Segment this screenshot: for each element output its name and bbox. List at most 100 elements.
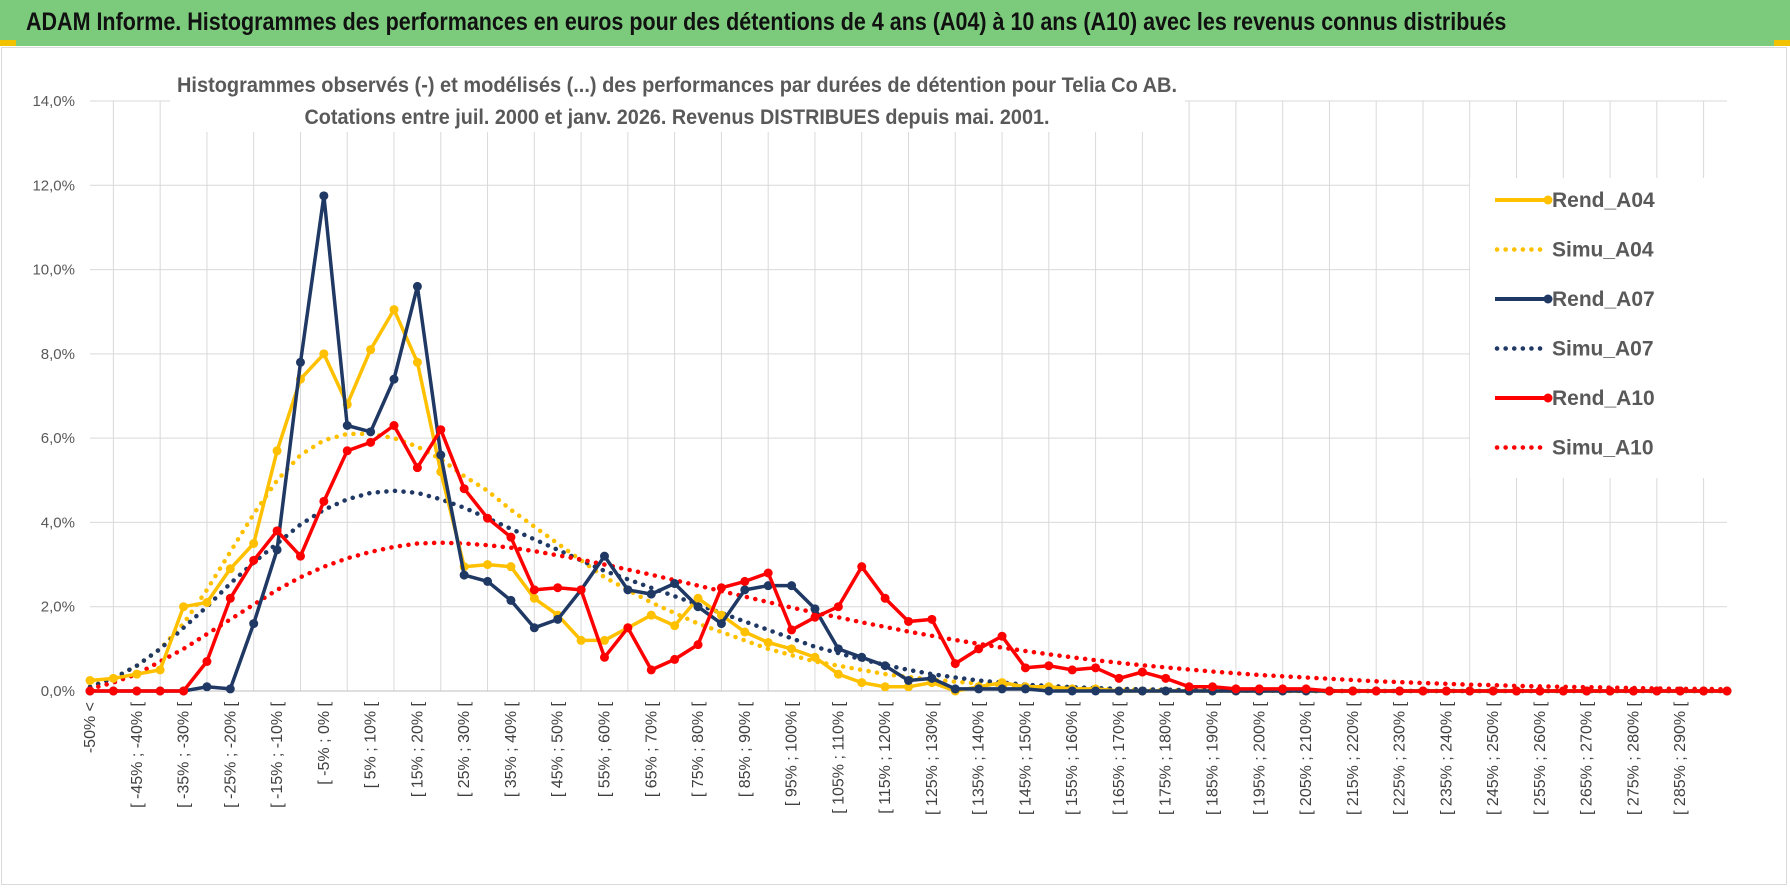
data-point [529,623,539,633]
data-point [693,593,703,603]
data-point [716,583,726,593]
x-tick-label: [ 95% ; 100% [ [784,701,801,806]
data-point [1137,686,1147,696]
y-tick-label: 12,0% [32,177,75,194]
data-point [1582,686,1592,696]
x-axis: -50% < [ -45% ; -40% [[ -35% ; -30% [[ -2… [82,701,1689,815]
x-tick-label: [ 185% ; 190% [ [1205,701,1222,815]
data-point [670,621,680,631]
x-tick-label: [ 165% ; 170% [ [1111,701,1128,815]
data-point [974,684,984,694]
data-point [1184,682,1194,692]
data-point [1161,673,1171,683]
data-point [857,562,867,572]
x-tick-label: [ 175% ; 180% [ [1158,701,1175,815]
data-point [202,657,212,666]
data-point [1371,686,1381,696]
data-point [412,357,422,367]
data-point [319,496,329,506]
data-point [1324,686,1334,696]
data-point [1699,686,1709,696]
corner-accent-left [0,40,16,46]
x-tick-label: [ 135% ; 140% [ [971,701,988,815]
legend-marker [1543,195,1553,205]
legend-marker [1543,393,1553,403]
data-point [1605,686,1615,696]
x-tick-label: [ 155% ; 160% [ [1064,701,1081,815]
y-tick-label: 4,0% [41,514,75,531]
data-point [927,673,937,683]
data-point [904,682,913,692]
data-point [763,638,773,648]
data-point [529,585,539,595]
legend-label: Rend_A10 [1552,387,1655,410]
data-point [1137,667,1147,677]
corner-accent-right [1774,40,1790,46]
data-point [506,595,516,605]
data-point [1044,661,1054,671]
x-tick-label: [ 265% ; 270% [ [1579,701,1596,815]
x-tick-label: [ 75% ; 80% [ [690,701,707,797]
data-point [927,614,937,624]
y-tick-label: 14,0% [32,93,75,110]
data-point [1091,686,1101,696]
x-tick-label: [ -45% ; -40% [ [129,701,146,807]
x-tick-label: [ 245% ; 250% [ [1485,701,1502,815]
data-point [225,564,235,574]
data-point [272,526,282,536]
data-point [1114,673,1124,683]
data-point [670,579,680,589]
data-point [1278,684,1288,694]
data-point [412,463,422,473]
data-point [833,602,843,612]
data-point [1512,686,1522,696]
data-point [1020,684,1030,694]
data-point [623,623,633,633]
y-tick-label: 8,0% [41,346,75,363]
data-point [108,686,118,696]
data-point [389,421,399,430]
legend-item-Simu_A10: Simu_A10 [1494,437,1654,460]
x-tick-label: [ 45% ; 50% [ [550,701,567,797]
x-tick-label: [ 225% ; 230% [ [1392,701,1409,815]
data-point [904,675,913,685]
data-point [646,665,656,675]
data-point [1044,686,1054,696]
data-point [716,619,726,629]
chart-title-line1: Histogrammes observés (-) et modélisés (… [177,74,1177,97]
data-point [810,652,820,662]
data-point [950,659,960,669]
data-point [1301,684,1311,694]
data-point [225,593,235,603]
data-point [1535,686,1545,696]
x-tick-label: [ -25% ; -20% [ [222,701,239,807]
legend-item-Simu_A04: Simu_A04 [1494,239,1654,262]
legend-label: Simu_A07 [1552,338,1654,361]
data-point [225,684,235,694]
data-point [1628,686,1638,696]
series-Rend_A10 [85,421,1732,696]
data-point [459,484,469,494]
chart-subtitle: Cotations entre juil. 2000 et janv. 2026… [305,106,1050,129]
data-point [1348,686,1358,696]
x-tick-label: [ -5% ; 0% [ [316,701,333,784]
data-point [1020,663,1030,673]
data-point [1722,686,1732,696]
data-point [319,191,329,201]
data-point [623,585,633,595]
x-tick-label: [ 105% ; 110% [ [830,701,847,813]
data-point [529,593,539,603]
data-point [389,305,399,315]
data-point [436,425,446,435]
data-point [646,589,656,599]
x-tick-label: [ 235% ; 240% [ [1438,701,1455,815]
data-point [787,625,797,635]
data-point [997,684,1007,694]
data-point [1441,686,1451,696]
data-point [155,665,165,675]
data-point [693,640,703,650]
data-point [1254,684,1264,694]
data-point [412,281,422,291]
data-point [389,374,399,384]
data-point [997,678,1007,688]
